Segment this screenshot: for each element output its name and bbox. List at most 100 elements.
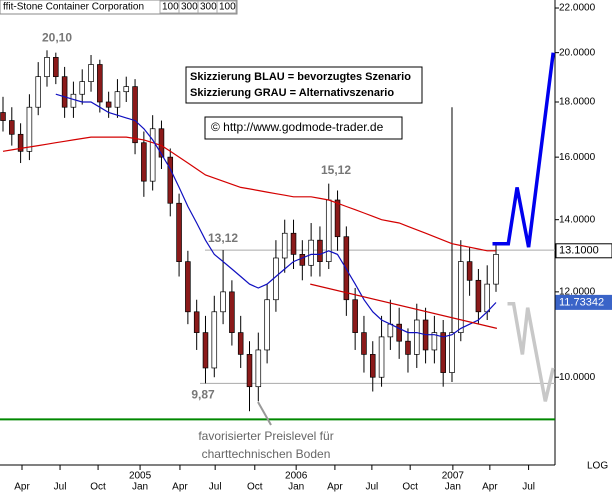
parameter-box: [216, 0, 237, 14]
candle-body: [26, 106, 33, 152]
x-tick-label: Apr: [172, 482, 188, 492]
parameter: 100: [219, 2, 236, 13]
candle-body: [387, 323, 394, 338]
chart-title: ffit-Stone Container Corporation: [3, 2, 144, 13]
candle-body: [202, 332, 209, 369]
candle-body: [9, 120, 15, 135]
candle-body: [299, 254, 306, 266]
candle-body: [17, 133, 24, 152]
candle-body: [264, 299, 270, 351]
candle-body: [352, 299, 358, 333]
candle-body: [466, 261, 473, 281]
candle-body: [440, 332, 446, 373]
annotation: 15,12: [321, 163, 351, 177]
candle-body: [361, 332, 367, 355]
candle-body: [458, 261, 464, 333]
annotation: 13,12: [208, 231, 238, 245]
y-tick-label: 10.0000: [559, 372, 596, 383]
candle-body: [237, 332, 244, 355]
candle-body: [193, 311, 200, 333]
candle-body: [281, 232, 288, 259]
candle-body: [246, 354, 253, 388]
x-tick-label: Jul: [209, 482, 222, 492]
parameters: 100 300 300 100: [159, 0, 237, 14]
candle-body: [176, 202, 182, 262]
note: favorisierter Preislevel für: [198, 429, 333, 443]
x-tick-label: Oct: [402, 482, 418, 492]
source: © http://www.godmode-trader.de: [211, 120, 384, 134]
x-tick-label: Apr: [327, 482, 343, 492]
candle-body: [105, 101, 112, 108]
candle-body: [290, 232, 297, 255]
candle-body: [396, 323, 402, 342]
annotation: 20,10: [42, 30, 72, 44]
candle-body: [229, 291, 235, 333]
x-tick-label: Jan: [288, 482, 304, 492]
y-tick-label: 12.0000: [559, 287, 596, 298]
price-label-box: [555, 294, 612, 310]
candle-body: [334, 199, 341, 238]
candle-body: [132, 86, 138, 144]
candle-body: [158, 128, 165, 158]
note-arrow: [257, 401, 272, 426]
candle-body: [88, 64, 94, 82]
y-tick-label: 14.0000: [559, 214, 596, 225]
x-tick-label: Oct: [90, 482, 106, 492]
candle-body: [414, 319, 420, 355]
candle-body: [405, 340, 411, 355]
candle-body: [220, 291, 226, 313]
candle-body: [70, 93, 77, 108]
candle-body: [431, 332, 438, 351]
candle-body: [255, 349, 262, 388]
candle-body: [308, 239, 314, 266]
legend-box: [185, 66, 423, 104]
candle-body: [35, 76, 41, 108]
candle-body: [493, 254, 499, 285]
note: charttechnischen Boden: [202, 447, 331, 461]
parameter: 300: [200, 2, 217, 13]
x-tick-label: Jan: [132, 482, 148, 492]
trendline: [310, 283, 498, 329]
candle-body: [149, 128, 156, 182]
legend-line: Skizzierung BLAU = bevorzugtes Szenario: [190, 71, 411, 83]
candle-body: [484, 283, 490, 313]
candle-body: [79, 81, 85, 95]
candle-body: [141, 142, 147, 182]
x-tick-label: Jul: [54, 482, 67, 492]
candle-body: [317, 239, 323, 262]
candle-body: [97, 64, 103, 103]
price-label: 11.73342: [559, 296, 604, 308]
candle-body: [325, 199, 332, 262]
candle-body: [369, 354, 376, 378]
candle-body: [114, 91, 121, 108]
candle-body: [273, 257, 279, 301]
x-tick-label: Jan: [445, 482, 461, 492]
candle-body: [475, 279, 482, 313]
y-tick-label: 22.0000: [559, 3, 596, 14]
annotation: 9,87: [191, 388, 215, 402]
y-tick-label: 16.0000: [559, 152, 596, 163]
x-tick-label: Jul: [522, 482, 535, 492]
candle-body: [61, 76, 68, 108]
scale-label: LOG: [587, 461, 608, 472]
candle-body: [44, 57, 50, 78]
x-tick-label: Apr: [14, 482, 30, 492]
x-tick-label: Jul: [365, 482, 378, 492]
parameter: 300: [181, 2, 198, 13]
year-label: 2006: [285, 471, 308, 482]
scenario-line: [492, 52, 555, 248]
legend-line: Skizzierung GRAU = Alternativszenario: [190, 87, 394, 99]
year-label: 2005: [129, 471, 152, 482]
price-label-box: [555, 243, 612, 259]
candle-body: [211, 311, 218, 369]
candle-body: [123, 86, 130, 93]
source-box: [204, 116, 403, 140]
y-tick-label: 18.0000: [559, 97, 596, 108]
price-label: 13.1000: [559, 245, 599, 257]
candle-body: [378, 336, 385, 378]
x-tick-label: Apr: [482, 482, 498, 492]
moving-average: [55, 93, 497, 338]
candle-body: [449, 332, 455, 373]
